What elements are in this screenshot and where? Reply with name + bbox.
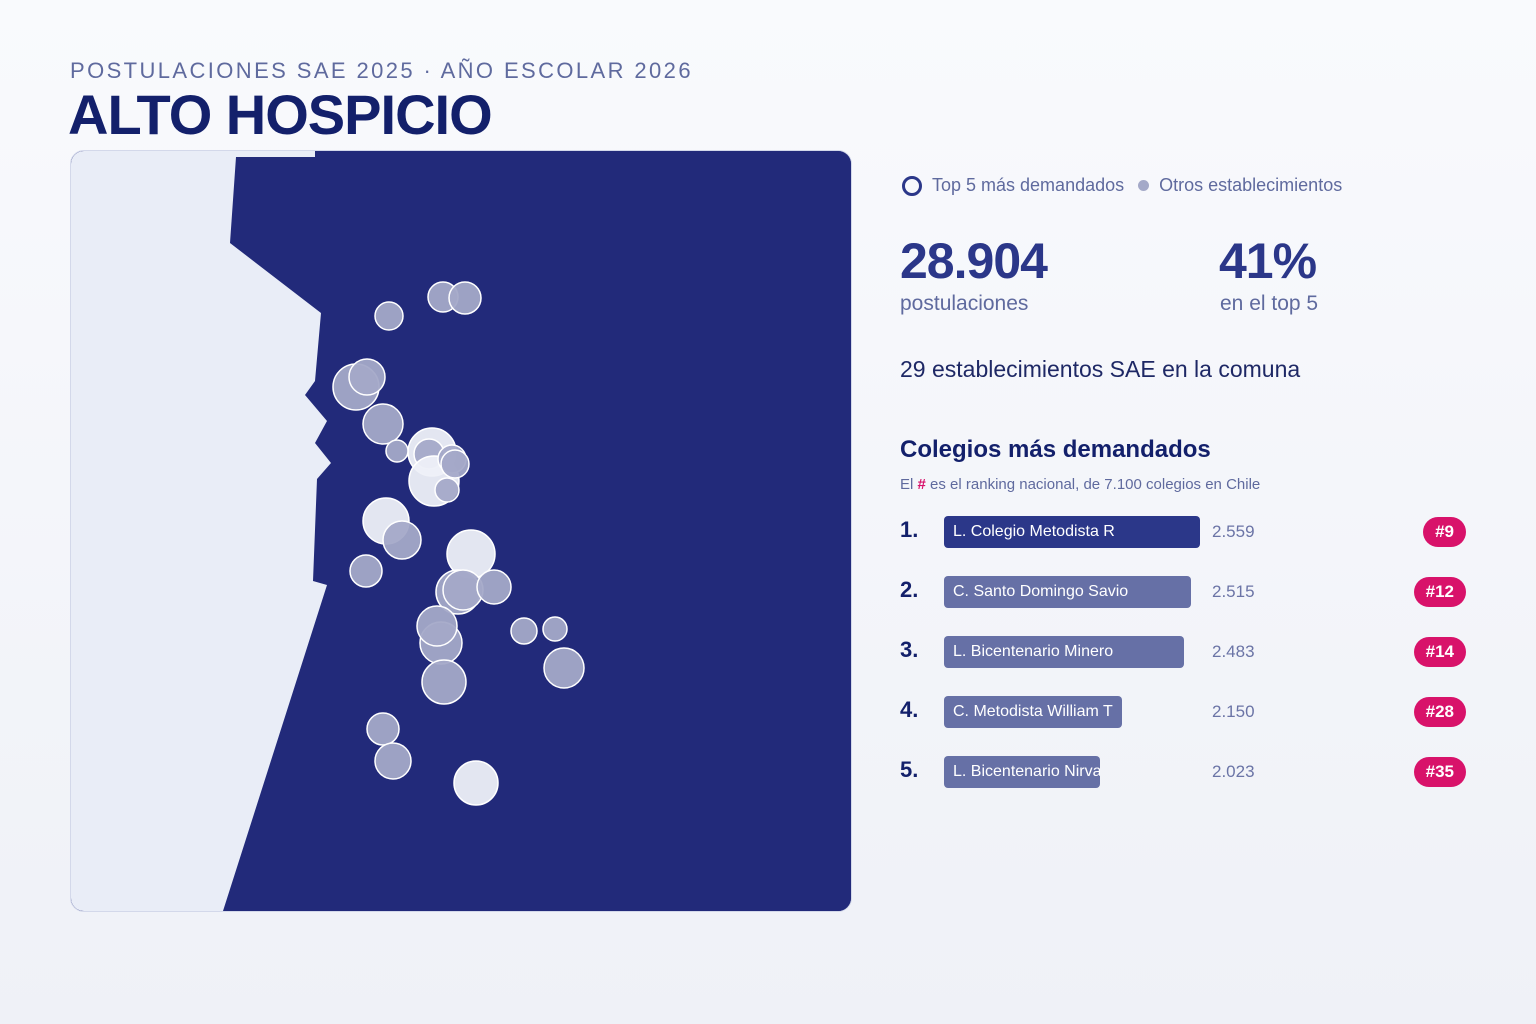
ranking-note-prefix: El [900, 476, 914, 493]
school-marker[interactable] [385, 439, 409, 463]
ranking-note-suffix: es el ranking nacional, de 7.100 colegio… [930, 476, 1261, 493]
rank-number: 5. [900, 757, 919, 782]
school-marker[interactable] [448, 281, 482, 315]
rank-bar: C. Santo Domingo Savio [944, 576, 1191, 608]
ranking-title: Colegios más demandados [900, 436, 1211, 463]
page-kicker: POSTULACIONES SAE 2025 · AÑO ESCOLAR 202… [70, 58, 693, 83]
applications-label: postulaciones [900, 292, 1029, 315]
rank-number: 4. [900, 697, 919, 722]
rank-bar: L. Bicentenario Minero [944, 636, 1184, 668]
schools-count-note: 29 establecimientos SAE en la comuna [900, 356, 1301, 382]
school-markers [332, 281, 585, 806]
ranking-row-2[interactable]: 2. C. Santo Domingo Savio 2.515 #12 [900, 576, 1466, 608]
school-marker[interactable] [440, 449, 470, 479]
school-marker[interactable] [421, 659, 467, 705]
legend-top5-label: Top 5 más demandados [932, 175, 1125, 195]
commune-map[interactable] [70, 150, 852, 912]
ranking-row-1[interactable]: 1. L. Colegio Metodista R 2.559 #9 [900, 516, 1466, 548]
school-marker[interactable] [542, 616, 568, 642]
ranking-note-hash: # [917, 476, 926, 493]
school-marker[interactable] [382, 520, 422, 560]
rank-value: 2.150 [1212, 702, 1255, 721]
ranking-row-5[interactable]: 5. L. Bicentenario Nirvan 2.023 #35 [900, 756, 1466, 788]
ranking-row-4[interactable]: 4. C. Metodista William T 2.150 #28 [900, 696, 1466, 728]
school-marker[interactable] [362, 403, 404, 445]
national-rank-badge: #14 [1413, 637, 1466, 667]
national-rank-badge: #35 [1413, 757, 1466, 787]
top5-share-value: 41% [1219, 233, 1317, 289]
school-marker[interactable] [366, 712, 400, 746]
coastline-land [71, 151, 331, 911]
rank-bar: L. Colegio Metodista R [944, 516, 1200, 548]
national-rank-badge: #9 [1423, 517, 1466, 547]
rank-bar: C. Metodista William T [944, 696, 1122, 728]
page-title: ALTO HOSPICIO [68, 83, 493, 146]
applications-value: 28.904 [900, 233, 1048, 289]
top5-school-marker[interactable] [453, 760, 499, 806]
top5-ring-icon [902, 175, 922, 196]
school-marker[interactable] [349, 554, 383, 588]
school-marker[interactable] [348, 358, 386, 396]
map-legend: Top 5 más demandados Otros establecimien… [902, 175, 1342, 196]
ranking-row-3[interactable]: 3. L. Bicentenario Minero 2.483 #14 [900, 636, 1466, 668]
top5-share-label: en el top 5 [1220, 292, 1319, 315]
rank-value: 2.559 [1212, 522, 1255, 541]
legend-others-label: Otros establecimientos [1159, 175, 1343, 195]
national-rank-badge: #28 [1413, 697, 1466, 727]
national-rank-badge: #12 [1413, 577, 1466, 607]
school-marker[interactable] [416, 605, 458, 647]
rank-value: 2.515 [1212, 582, 1255, 601]
other-dot-icon [1138, 180, 1150, 191]
school-marker[interactable] [510, 617, 538, 645]
school-marker[interactable] [476, 569, 512, 605]
school-marker[interactable] [374, 742, 412, 780]
ranking-note: El # es el ranking nacional, de 7.100 co… [900, 476, 1260, 493]
map-svg [71, 151, 851, 911]
rank-value: 2.023 [1212, 762, 1255, 781]
rank-number: 1. [900, 517, 919, 542]
rank-bar: L. Bicentenario Nirvan [944, 756, 1100, 788]
school-marker[interactable] [434, 477, 460, 503]
school-marker[interactable] [543, 647, 585, 689]
rank-number: 2. [900, 577, 919, 602]
school-marker[interactable] [374, 301, 404, 331]
rank-value: 2.483 [1212, 642, 1255, 661]
rank-number: 3. [900, 637, 919, 662]
